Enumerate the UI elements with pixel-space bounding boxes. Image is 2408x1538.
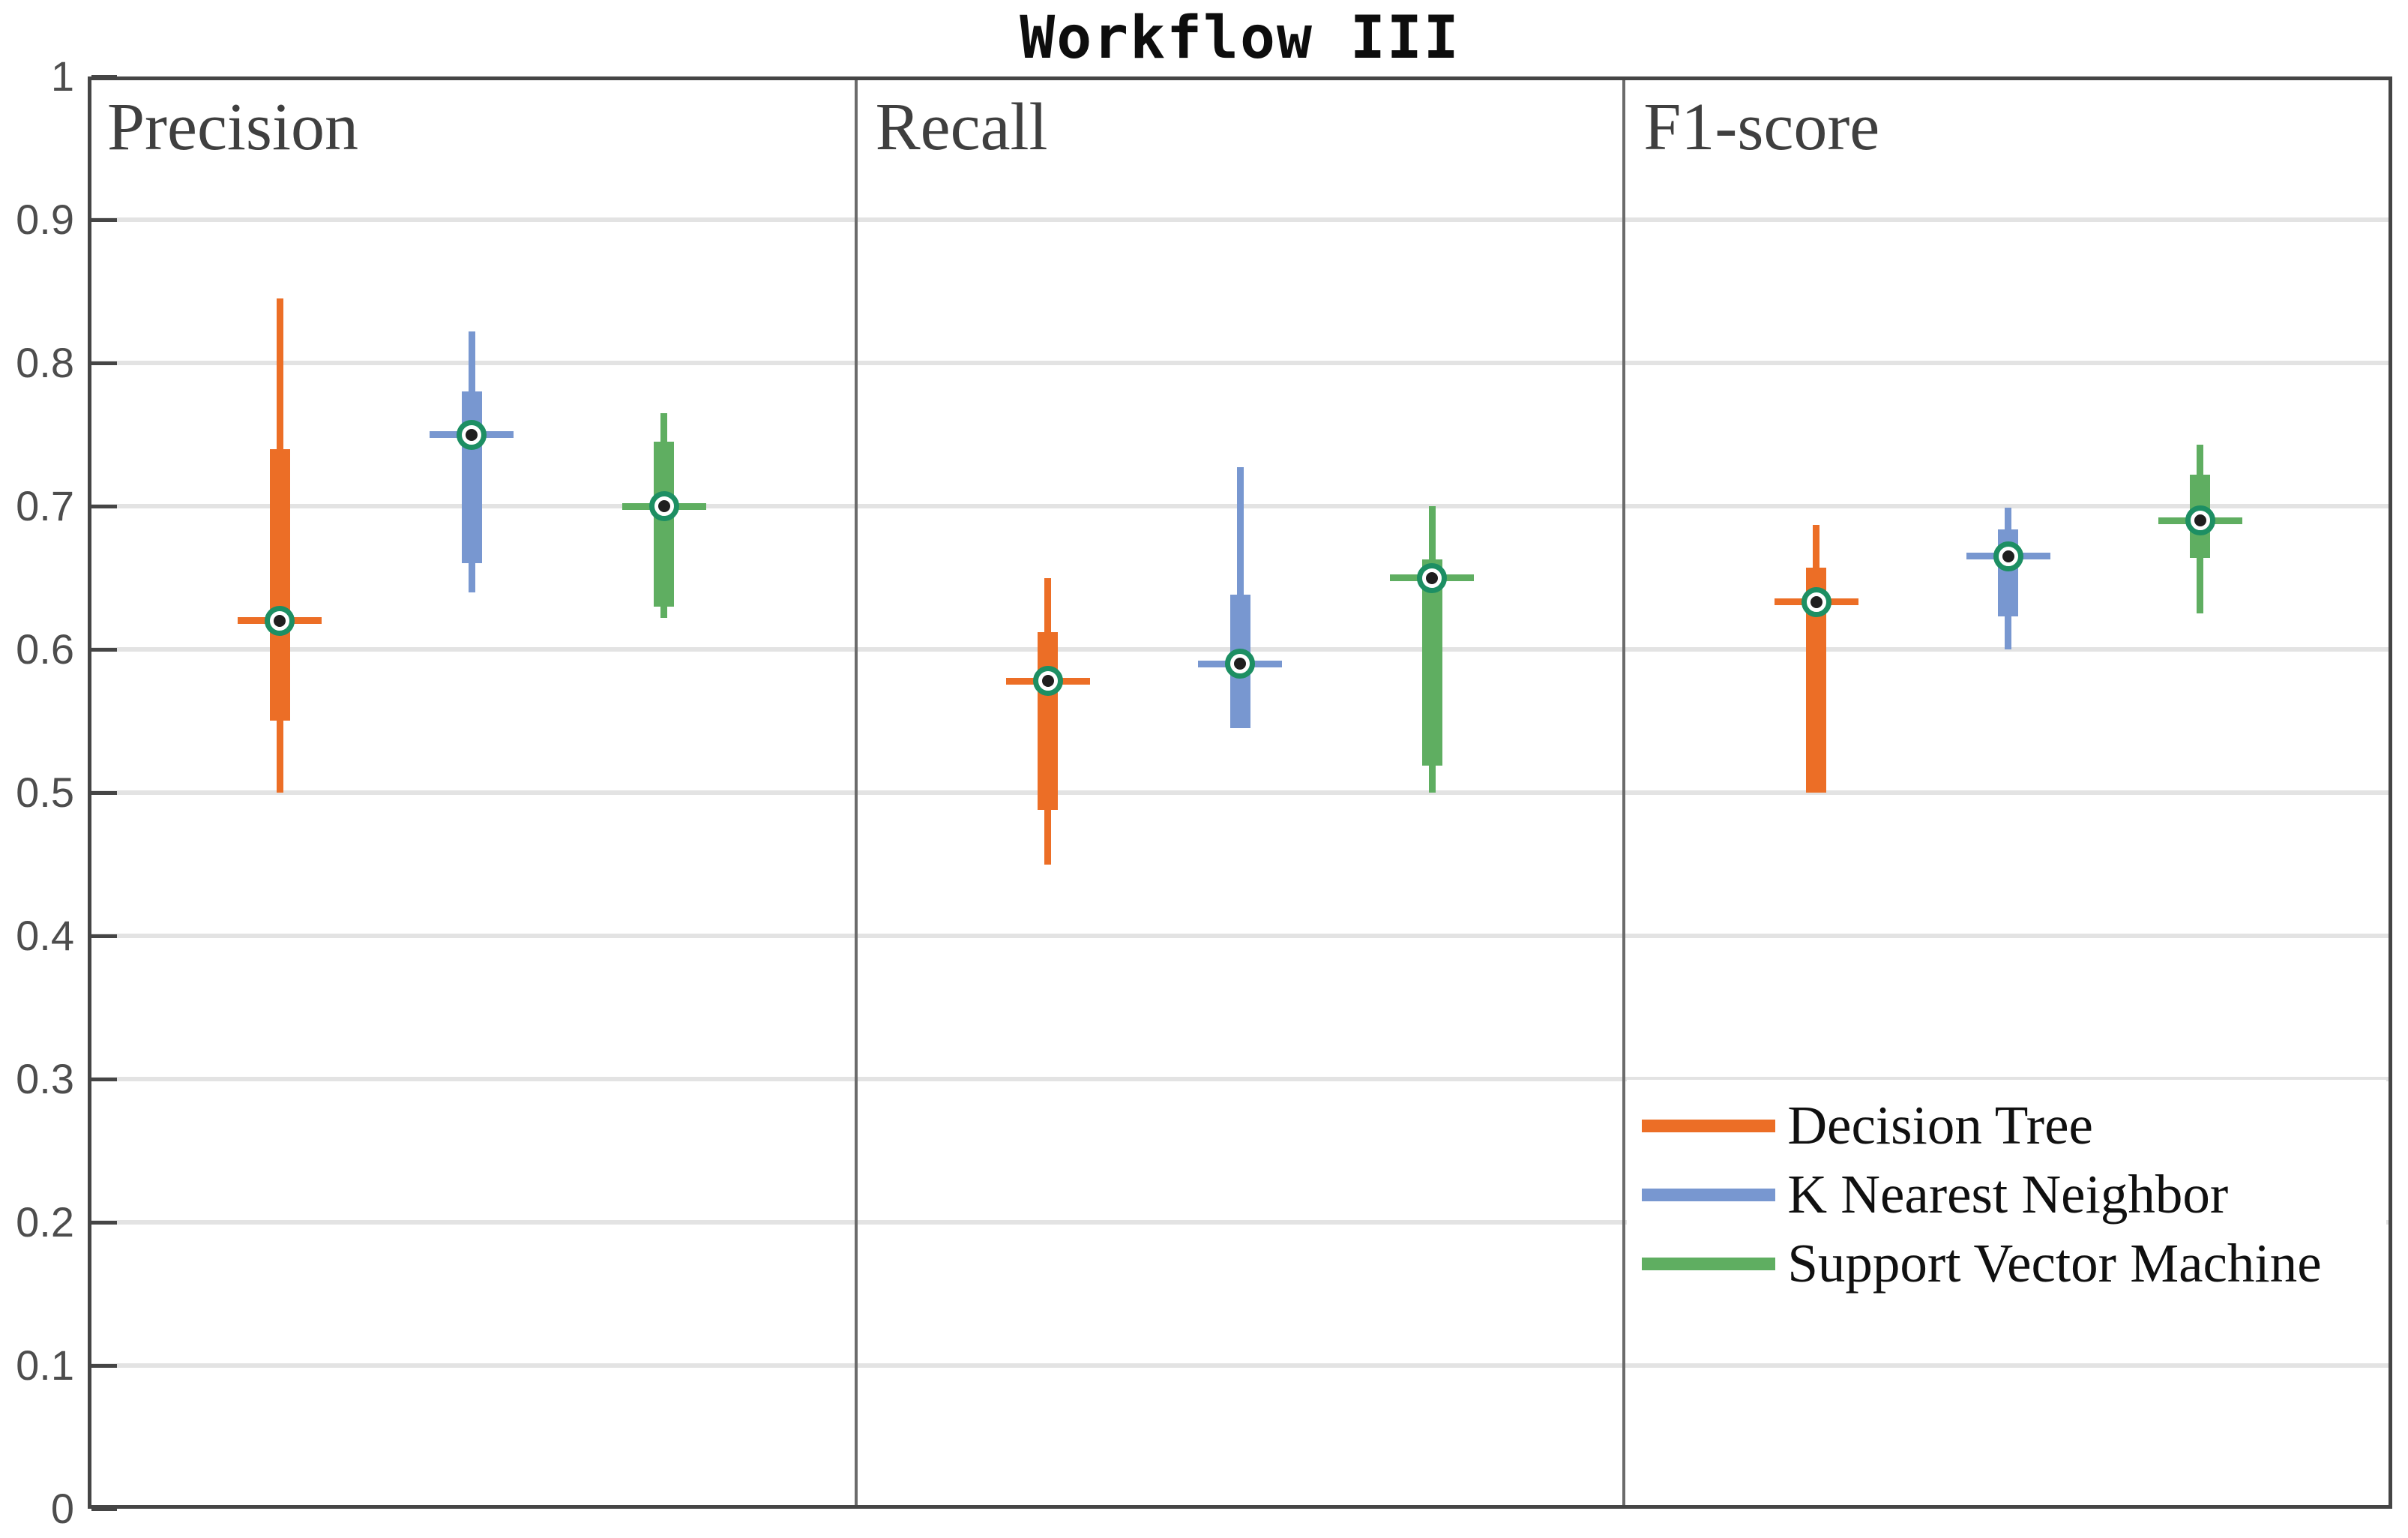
- y-axis-tick-label: 0.5: [16, 769, 74, 816]
- legend-swatch: [1642, 1119, 1776, 1132]
- legend-item: Support Vector Machine: [1627, 1229, 2386, 1298]
- chart-title: Workflow III: [1020, 4, 1460, 72]
- gridline: [91, 1363, 2389, 1368]
- y-axis-tick: [91, 75, 117, 79]
- box-median-marker: [1225, 649, 1255, 679]
- box-median-dot: [2002, 550, 2014, 562]
- box-median-dot: [466, 428, 478, 441]
- legend-label: Decision Tree: [1787, 1095, 2093, 1156]
- y-axis-tick-label: 0: [50, 1485, 74, 1532]
- gridline: [91, 934, 2389, 938]
- y-axis-tick-label: 0.1: [16, 1342, 74, 1389]
- panel-divider: [854, 76, 858, 1509]
- legend-item: K Nearest Neighbor: [1627, 1160, 2386, 1229]
- y-axis-tick-label: 1: [50, 52, 74, 100]
- y-axis-tick-label: 0.3: [16, 1055, 74, 1102]
- panel-label-precision: Precision: [107, 90, 358, 164]
- box-iqr: [461, 391, 482, 564]
- box-median-dot: [1234, 658, 1246, 670]
- box-median-marker: [1801, 586, 1831, 617]
- box-iqr: [269, 448, 290, 721]
- y-axis-tick: [91, 505, 117, 508]
- panel-label-recall: Recall: [875, 90, 1048, 164]
- y-axis-tick-label: 0.4: [16, 912, 74, 959]
- box-median-dot: [2194, 514, 2206, 527]
- box-iqr: [1038, 632, 1059, 810]
- panel-divider: [1622, 76, 1626, 1509]
- box-median-dot: [274, 614, 286, 627]
- legend-label: K Nearest Neighbor: [1787, 1164, 2229, 1225]
- gridline: [91, 1077, 2389, 1081]
- y-axis-tick: [91, 361, 117, 365]
- box-median-dot: [1810, 595, 1822, 608]
- panel-label-f1-score: F1-score: [1643, 90, 1880, 164]
- y-axis-tick-label: 0.8: [16, 339, 74, 386]
- legend-swatch: [1642, 1188, 1776, 1201]
- y-axis-tick: [91, 934, 117, 938]
- box-median-marker: [1417, 562, 1448, 593]
- gridline: [91, 1220, 2389, 1225]
- box-median-dot: [1426, 571, 1439, 584]
- gridline: [91, 790, 2389, 795]
- y-axis-tick-label: 0.6: [16, 625, 74, 673]
- y-axis-tick-label: 0.7: [16, 482, 74, 529]
- y-axis-tick: [91, 1078, 117, 1081]
- legend-label: Support Vector Machine: [1787, 1233, 2322, 1294]
- y-axis-tick-label: 0.9: [16, 196, 74, 243]
- box-iqr: [1421, 559, 1442, 766]
- y-axis-tick: [91, 791, 117, 795]
- box-iqr: [654, 442, 674, 607]
- gridline: [91, 361, 2389, 365]
- y-axis-tick: [91, 218, 117, 222]
- gridline: [91, 217, 2389, 222]
- legend-item: Decision Tree: [1627, 1091, 2386, 1160]
- box-median-dot: [1041, 675, 1054, 688]
- legend: Decision Tree K Nearest Neighbor Support V…: [1627, 1080, 2386, 1309]
- box-median-marker: [265, 605, 295, 636]
- y-axis-tick: [91, 1507, 117, 1511]
- legend-swatch: [1642, 1257, 1776, 1270]
- box-median-dot: [657, 500, 670, 512]
- y-axis-tick: [91, 1364, 117, 1368]
- y-axis-tick: [91, 1221, 117, 1225]
- y-axis-tick: [91, 648, 117, 652]
- y-axis-tick-label: 0.2: [16, 1198, 74, 1246]
